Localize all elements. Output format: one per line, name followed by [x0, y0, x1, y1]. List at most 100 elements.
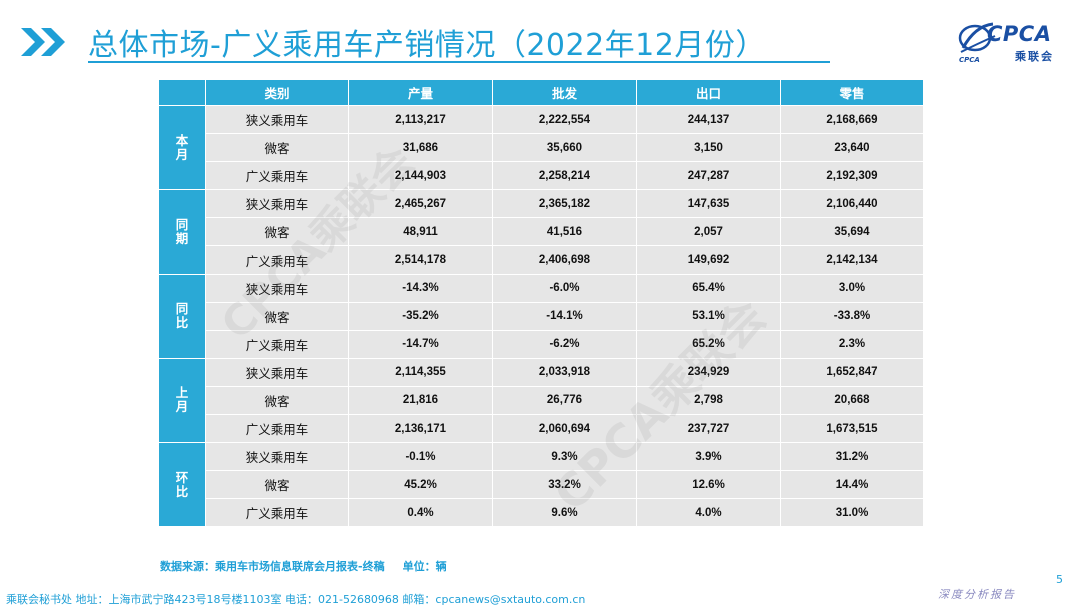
cell-retail: 20,668: [780, 385, 924, 416]
table-row: 广义乘用车 2,136,171 2,060,694 237,727 1,673,…: [159, 414, 924, 444]
cell-production: 21,816: [348, 385, 493, 416]
cell-production: 2,144,903: [348, 161, 493, 191]
cell-retail: 3.0%: [780, 273, 924, 303]
cell-wholesale: 9.6%: [492, 498, 637, 528]
table-row: 广义乘用车 2,144,903 2,258,214 247,287 2,192,…: [159, 161, 924, 191]
row-category: 微客: [205, 217, 349, 247]
logo-mark-text: CPCA: [959, 56, 980, 64]
cell-retail: 2,142,134: [780, 245, 924, 275]
group-label-current-month: 本月: [158, 104, 206, 191]
cell-production: 2,114,355: [348, 357, 493, 387]
cell-wholesale: 9.3%: [492, 442, 637, 472]
cell-retail: 2,106,440: [780, 189, 924, 219]
cell-wholesale: 2,033,918: [492, 357, 637, 387]
cell-export: 12.6%: [636, 470, 781, 500]
table-row: 微客 45.2% 33.2% 12.6% 14.4%: [159, 470, 924, 500]
cell-wholesale: -14.1%: [492, 301, 637, 331]
cell-wholesale: 41,516: [492, 217, 637, 247]
cell-export: 244,137: [636, 104, 781, 135]
cell-production: 45.2%: [348, 470, 493, 500]
row-category: 广义乘用车: [205, 161, 349, 191]
cell-production: -14.3%: [348, 273, 493, 303]
logo-brand: CPCA: [987, 22, 1052, 46]
table-row: 微客 31,686 35,660 3,150 23,640: [159, 133, 924, 163]
cell-production: 0.4%: [348, 498, 493, 528]
group-label-mom: 环比: [158, 442, 206, 528]
cell-export: 2,798: [636, 385, 781, 416]
header-cell-export: 出口: [636, 79, 781, 106]
cell-export: 147,635: [636, 189, 781, 219]
cell-retail: 31.0%: [780, 498, 924, 528]
header-cell-corner: [158, 79, 206, 106]
cell-retail: 2,192,309: [780, 161, 924, 191]
table-row: 同期 狭义乘用车 2,465,267 2,365,182 147,635 2,1…: [158, 189, 924, 275]
header-cell-category: 类别: [205, 79, 349, 106]
cell-export: 149,692: [636, 245, 781, 275]
corner-watermark: 深度分析报告: [938, 588, 1016, 601]
row-category: 微客: [205, 470, 349, 500]
cell-retail: 2,168,669: [780, 104, 924, 135]
cell-wholesale: 26,776: [492, 385, 637, 416]
table-header-row: 类别 产量 批发 出口 零售: [158, 79, 924, 106]
page-title: 总体市场-广义乘用车产销情况（2022年12月份）: [88, 28, 766, 63]
cell-production: 31,686: [348, 133, 493, 163]
cell-wholesale: -6.0%: [492, 273, 637, 303]
table-row: 微客 48,911 41,516 2,057 35,694: [159, 217, 924, 247]
cell-wholesale: 33.2%: [492, 470, 637, 500]
row-category: 狭义乘用车: [205, 189, 349, 219]
row-category: 狭义乘用车: [205, 357, 349, 387]
cell-retail: 14.4%: [780, 470, 924, 500]
cell-export: 234,929: [636, 357, 781, 387]
table-row: 广义乘用车 -14.7% -6.2% 65.2% 2.3%: [159, 329, 924, 359]
header-cell-wholesale: 批发: [492, 79, 637, 106]
cell-wholesale: 2,060,694: [492, 414, 637, 444]
sales-table: 类别 产量 批发 出口 零售 本月 狭义乘用车 2,113,217 2,222,…: [158, 79, 924, 528]
cell-export: 53.1%: [636, 301, 781, 331]
source-note: 数据来源：乘用车市场信息联席会月报表-终稿 单位：辆: [160, 558, 447, 574]
cell-wholesale: 2,406,698: [492, 245, 637, 275]
cell-production: -14.7%: [348, 329, 493, 359]
cell-wholesale: 2,365,182: [492, 189, 637, 219]
source-label: 数据来源：乘用车市场信息联席会月报表-终稿: [160, 560, 385, 573]
header-cell-production: 产量: [348, 79, 493, 106]
row-category: 微客: [205, 133, 349, 163]
row-category: 微客: [205, 385, 349, 416]
cell-retail: 35,694: [780, 217, 924, 247]
cell-production: 2,113,217: [348, 104, 493, 135]
cell-retail: 1,652,847: [780, 357, 924, 387]
cell-production: -35.2%: [348, 301, 493, 331]
cell-wholesale: -6.2%: [492, 329, 637, 359]
unit-label: 单位：辆: [402, 560, 447, 573]
cell-retail: 31.2%: [780, 442, 924, 472]
table-row: 微客 21,816 26,776 2,798 20,668: [159, 385, 924, 416]
table-row: 同比 狭义乘用车 -14.3% -6.0% 65.4% 3.0%: [158, 273, 924, 359]
cell-export: 3.9%: [636, 442, 781, 472]
row-category: 广义乘用车: [205, 414, 349, 444]
table-row: 微客 -35.2% -14.1% 53.1% -33.8%: [159, 301, 924, 331]
header-cell-retail: 零售: [780, 79, 924, 106]
cell-retail: 23,640: [780, 133, 924, 163]
table-row: 广义乘用车 0.4% 9.6% 4.0% 31.0%: [159, 498, 924, 528]
cell-wholesale: 2,222,554: [492, 104, 637, 135]
footer-contact: 乘联会秘书处 地址：上海市武宁路423号18号楼1103室 电话：021-526…: [6, 593, 586, 606]
cell-retail: 2.3%: [780, 329, 924, 359]
row-category: 广义乘用车: [205, 498, 349, 528]
row-category: 广义乘用车: [205, 329, 349, 359]
table-row: 环比 狭义乘用车 -0.1% 9.3% 3.9% 31.2%: [158, 442, 924, 528]
cell-export: 65.4%: [636, 273, 781, 303]
cell-production: 2,465,267: [348, 189, 493, 219]
row-category: 微客: [205, 301, 349, 331]
cell-export: 4.0%: [636, 498, 781, 528]
cell-export: 2,057: [636, 217, 781, 247]
group-label-yoy: 同比: [158, 273, 206, 359]
group-label-last-month: 上月: [158, 357, 206, 444]
cpca-emblem-icon: CPCA: [958, 22, 996, 64]
row-category: 狭义乘用车: [205, 442, 349, 472]
row-category: 狭义乘用车: [205, 273, 349, 303]
cell-production: 48,911: [348, 217, 493, 247]
table-row: 本月 狭义乘用车 2,113,217 2,222,554 244,137 2,1…: [158, 104, 924, 191]
cell-export: 65.2%: [636, 329, 781, 359]
table-row: 上月 狭义乘用车 2,114,355 2,033,918 234,929 1,6…: [158, 357, 924, 444]
cell-retail: 1,673,515: [780, 414, 924, 444]
logo-brand-cn: 乘联会: [1015, 50, 1054, 63]
